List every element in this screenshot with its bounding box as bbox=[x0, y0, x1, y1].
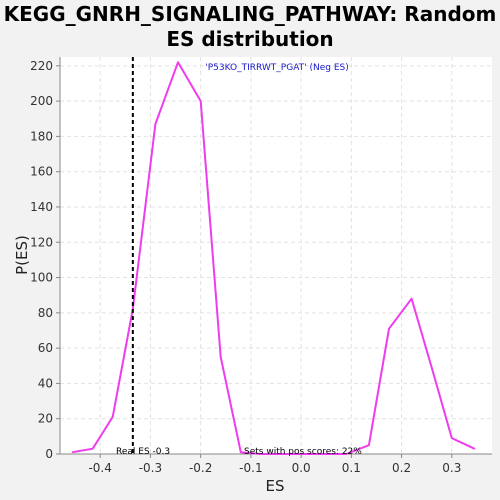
data-point bbox=[410, 297, 413, 300]
chart-title-line2: ES distribution bbox=[166, 27, 334, 51]
top-annotation: 'P53KO_TIRRWT_PGAT' (Neg ES) bbox=[205, 63, 349, 73]
y-tick-label: 140 bbox=[30, 200, 53, 214]
data-point bbox=[368, 444, 370, 446]
y-tick-label: 160 bbox=[30, 165, 53, 179]
data-point bbox=[473, 447, 476, 450]
data-point bbox=[325, 453, 328, 455]
annotations: 'P53KO_TIRRWT_PGAT' (Neg ES) Real ES -0.3… bbox=[116, 63, 362, 457]
y-tick-label: 100 bbox=[30, 271, 53, 285]
data-point bbox=[71, 451, 74, 454]
data-point bbox=[280, 453, 282, 455]
data-point bbox=[451, 437, 453, 439]
data-point bbox=[388, 327, 390, 330]
series-marks bbox=[71, 57, 476, 455]
x-tick-label: -0.3 bbox=[139, 461, 162, 475]
data-point bbox=[430, 366, 433, 369]
x-tick-label: 0.2 bbox=[392, 461, 411, 475]
data-point bbox=[91, 447, 94, 450]
y-tick-label: 200 bbox=[30, 94, 53, 108]
y-tick-label: 220 bbox=[30, 59, 53, 73]
ticks: -0.4 -0.3 -0.2 -0.1 0.0 0.1 0.2 0.3 0 20 40 60 80 100… bbox=[30, 59, 461, 475]
data-point bbox=[111, 416, 114, 418]
data-point bbox=[300, 453, 302, 455]
x-axis-label: ES bbox=[265, 477, 285, 495]
plot-background bbox=[60, 57, 492, 454]
x-tick-label: 0.1 bbox=[342, 461, 361, 475]
series-line bbox=[72, 61, 475, 455]
x-tick-label: -0.2 bbox=[189, 461, 212, 475]
data-point bbox=[219, 356, 222, 358]
y-tick-label: 180 bbox=[30, 129, 53, 143]
x-tick-label: -0.4 bbox=[88, 461, 111, 475]
real-es-annotation: Real ES -0.3 bbox=[116, 447, 170, 457]
x-tick-label: -0.1 bbox=[239, 461, 262, 475]
chart-title: KEGG_GNRH_SIGNALING_PATHWAY: Random ES d… bbox=[0, 2, 500, 52]
y-tick-label: 20 bbox=[38, 412, 53, 426]
data-point bbox=[199, 100, 202, 102]
x-tick-label: 0.0 bbox=[292, 461, 311, 475]
pos-scores-annotation: Sets with pos scores: 22% bbox=[244, 447, 362, 457]
data-point bbox=[154, 123, 157, 125]
y-tick-label: 120 bbox=[30, 235, 53, 249]
y-tick-label: 40 bbox=[38, 376, 53, 390]
chart-title-line1: KEGG_GNRH_SIGNALING_PATHWAY: Random bbox=[3, 2, 497, 26]
data-point bbox=[345, 453, 348, 455]
data-point bbox=[260, 453, 262, 455]
data-point bbox=[177, 61, 179, 64]
y-tick-label: 80 bbox=[38, 306, 53, 320]
data-point bbox=[240, 451, 242, 454]
y-tick-label: 60 bbox=[38, 341, 53, 355]
x-tick-label: 0.3 bbox=[442, 461, 461, 475]
y-tick-label: 0 bbox=[45, 447, 53, 461]
